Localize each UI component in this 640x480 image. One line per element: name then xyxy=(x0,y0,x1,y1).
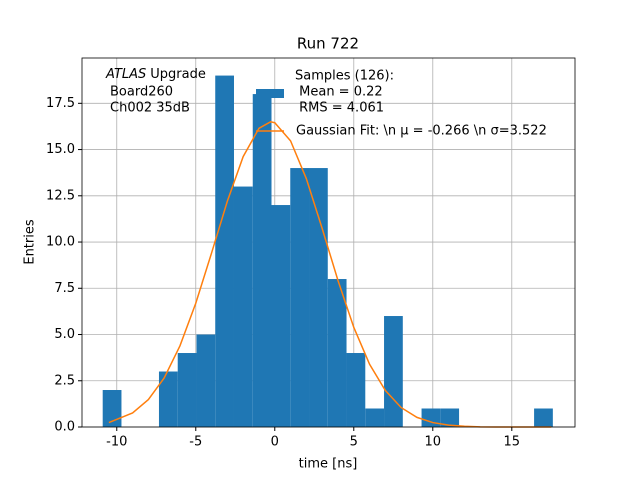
y-tick-label: 5.0 xyxy=(54,327,75,342)
y-tick-label: 17.5 xyxy=(46,96,75,111)
bar xyxy=(215,75,234,428)
bar xyxy=(158,371,178,427)
chart-title: Run 722 xyxy=(297,35,359,53)
bar xyxy=(384,316,403,427)
bar xyxy=(327,279,347,427)
y-axis-label: Entries xyxy=(23,219,38,265)
legend-label: Samples (126): xyxy=(295,69,394,84)
x-tick-label: 15 xyxy=(504,435,521,450)
fit-line xyxy=(108,121,552,428)
x-tick-label: -5 xyxy=(189,435,202,450)
bar xyxy=(440,408,460,427)
annotation: Board260 xyxy=(110,85,173,100)
bar xyxy=(196,334,216,427)
x-tick-label: -10 xyxy=(106,435,127,450)
bar xyxy=(102,390,122,427)
bar xyxy=(177,353,197,427)
x-tick-label: 10 xyxy=(425,435,442,450)
bar xyxy=(309,168,328,428)
annotation-text: Upgrade xyxy=(150,67,206,82)
y-tick-label: 15.0 xyxy=(46,142,75,157)
legend-label: RMS = 4.061 xyxy=(295,101,384,116)
legend-label: Gaussian Fit: \n μ = -0.266 \n σ=3.522 xyxy=(296,124,547,139)
legend-label: Mean = 0.22 xyxy=(295,85,383,100)
bar xyxy=(346,353,366,427)
annotation: ATLAS Upgrade xyxy=(105,67,206,82)
bar xyxy=(271,205,291,427)
bar xyxy=(421,408,441,427)
annotation: Ch002 35dB xyxy=(110,101,190,116)
y-tick-label: 0.0 xyxy=(54,420,75,435)
x-tick-label: 0 xyxy=(271,435,279,450)
y-tick-label: 7.5 xyxy=(54,281,75,296)
y-tick-label: 2.5 xyxy=(54,373,75,388)
bar xyxy=(252,94,272,427)
y-tick-label: 12.5 xyxy=(46,188,75,203)
legend-patch xyxy=(256,89,284,98)
x-axis-label: time [ns] xyxy=(299,457,358,472)
x-tick-label: 5 xyxy=(350,435,358,450)
bar xyxy=(290,168,310,428)
bar xyxy=(365,408,385,427)
plot-area xyxy=(82,58,575,428)
bar xyxy=(233,186,253,427)
bar xyxy=(534,408,553,427)
annotation-italic: ATLAS xyxy=(105,67,146,82)
y-tick-label: 10.0 xyxy=(46,235,75,250)
